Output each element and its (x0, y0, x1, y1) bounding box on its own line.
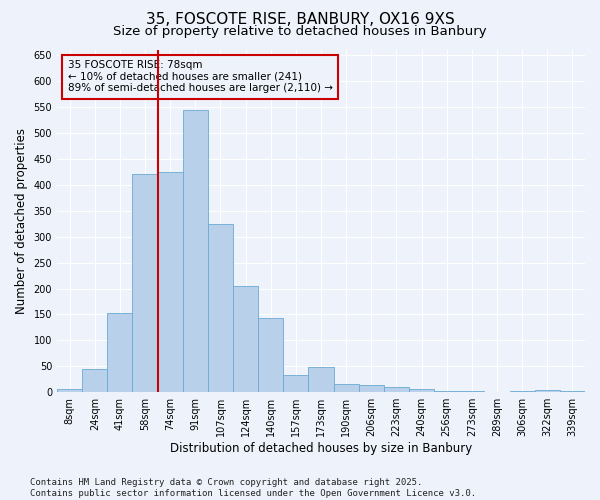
Bar (133, 174, 158, 392)
Bar (384, 386, 409, 392)
Bar (334, 384, 359, 392)
Text: 35, FOSCOTE RISE, BANBURY, OX16 9XS: 35, FOSCOTE RISE, BANBURY, OX16 9XS (146, 12, 454, 28)
Bar (107, 313, 133, 392)
Bar (283, 375, 308, 392)
Bar (308, 367, 334, 392)
X-axis label: Distribution of detached houses by size in Banbury: Distribution of detached houses by size … (170, 442, 472, 455)
Text: Size of property relative to detached houses in Banbury: Size of property relative to detached ho… (113, 25, 487, 38)
Bar (359, 386, 384, 392)
Bar (208, 224, 233, 392)
Bar (509, 391, 535, 392)
Bar (434, 390, 459, 392)
Bar (233, 286, 258, 392)
Text: Contains HM Land Registry data © Crown copyright and database right 2025.
Contai: Contains HM Land Registry data © Crown c… (30, 478, 476, 498)
Bar (535, 390, 560, 392)
Bar (158, 172, 183, 392)
Bar (82, 369, 107, 392)
Bar (258, 318, 283, 392)
Bar (459, 391, 484, 392)
Bar (560, 390, 585, 392)
Bar (57, 388, 82, 392)
Bar (409, 388, 434, 392)
Bar (183, 110, 208, 392)
Y-axis label: Number of detached properties: Number of detached properties (15, 128, 28, 314)
Text: 35 FOSCOTE RISE: 78sqm
← 10% of detached houses are smaller (241)
89% of semi-de: 35 FOSCOTE RISE: 78sqm ← 10% of detached… (68, 60, 332, 94)
